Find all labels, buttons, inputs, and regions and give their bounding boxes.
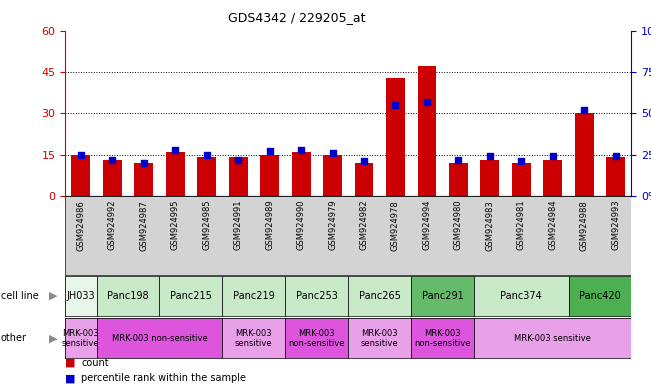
Bar xyxy=(292,152,311,196)
Text: Panc265: Panc265 xyxy=(359,291,400,301)
Point xyxy=(233,156,243,162)
Text: GSM924990: GSM924990 xyxy=(297,200,305,250)
Point xyxy=(139,160,149,166)
Bar xyxy=(355,163,374,196)
Bar xyxy=(348,318,411,358)
Point xyxy=(516,158,527,164)
Text: Panc198: Panc198 xyxy=(107,291,149,301)
Bar xyxy=(474,276,568,316)
Point xyxy=(107,156,118,162)
Text: MRK-003
non-sensitive: MRK-003 non-sensitive xyxy=(415,329,471,348)
Point xyxy=(390,102,400,108)
Bar xyxy=(348,276,411,316)
Text: GSM924991: GSM924991 xyxy=(234,200,243,250)
Text: MRK-003
sensitive: MRK-003 sensitive xyxy=(235,329,273,348)
Point xyxy=(76,152,86,158)
Point xyxy=(359,158,369,164)
Text: GSM924987: GSM924987 xyxy=(139,200,148,250)
Text: cell line: cell line xyxy=(1,291,38,301)
Text: GSM924994: GSM924994 xyxy=(422,200,432,250)
Bar xyxy=(65,276,96,316)
Point xyxy=(547,153,558,159)
Text: ■: ■ xyxy=(65,358,76,368)
Bar xyxy=(417,66,436,196)
Text: MRK-003 sensitive: MRK-003 sensitive xyxy=(514,334,591,343)
Text: GSM924989: GSM924989 xyxy=(265,200,274,250)
Text: MRK-003
non-sensitive: MRK-003 non-sensitive xyxy=(288,329,345,348)
Bar xyxy=(480,160,499,196)
Text: GSM924983: GSM924983 xyxy=(486,200,494,250)
Text: Panc374: Panc374 xyxy=(501,291,542,301)
Text: Panc219: Panc219 xyxy=(233,291,275,301)
Point xyxy=(202,152,212,158)
Bar xyxy=(411,276,474,316)
Text: GDS4342 / 229205_at: GDS4342 / 229205_at xyxy=(228,12,365,25)
Text: Panc291: Panc291 xyxy=(422,291,464,301)
Bar xyxy=(323,155,342,196)
Bar xyxy=(411,318,474,358)
Text: GSM924978: GSM924978 xyxy=(391,200,400,250)
Bar xyxy=(575,113,594,196)
Point xyxy=(327,150,338,156)
Text: GSM924993: GSM924993 xyxy=(611,200,620,250)
Bar xyxy=(134,163,153,196)
Bar xyxy=(223,318,285,358)
Bar xyxy=(568,276,631,316)
Text: GSM924986: GSM924986 xyxy=(76,200,85,250)
Text: ■: ■ xyxy=(65,373,76,383)
Text: Panc253: Panc253 xyxy=(296,291,338,301)
Text: GSM924984: GSM924984 xyxy=(548,200,557,250)
Bar xyxy=(285,318,348,358)
Text: MRK-003 non-sensitive: MRK-003 non-sensitive xyxy=(111,334,208,343)
Bar xyxy=(512,163,531,196)
Point xyxy=(453,156,464,162)
Text: GSM924992: GSM924992 xyxy=(108,200,117,250)
Text: MRK-003
sensitive: MRK-003 sensitive xyxy=(361,329,398,348)
Text: count: count xyxy=(81,358,109,368)
Bar xyxy=(544,160,562,196)
Text: GSM924980: GSM924980 xyxy=(454,200,463,250)
Bar xyxy=(197,157,216,196)
Point xyxy=(611,153,621,159)
Text: MRK-003
sensitive: MRK-003 sensitive xyxy=(62,329,100,348)
Bar xyxy=(606,157,625,196)
Bar xyxy=(285,276,348,316)
Text: JH033: JH033 xyxy=(66,291,95,301)
Text: GSM924979: GSM924979 xyxy=(328,200,337,250)
Bar xyxy=(223,276,285,316)
Bar xyxy=(166,152,185,196)
Text: Panc215: Panc215 xyxy=(170,291,212,301)
Bar xyxy=(103,160,122,196)
Text: GSM924995: GSM924995 xyxy=(171,200,180,250)
Bar xyxy=(260,155,279,196)
Text: GSM924982: GSM924982 xyxy=(359,200,368,250)
Bar xyxy=(386,78,405,196)
Bar xyxy=(72,155,90,196)
Text: ▶: ▶ xyxy=(49,333,58,343)
Point xyxy=(579,107,590,113)
Text: other: other xyxy=(1,333,27,343)
Text: GSM924985: GSM924985 xyxy=(202,200,211,250)
Bar xyxy=(474,318,631,358)
Text: GSM924981: GSM924981 xyxy=(517,200,526,250)
Point xyxy=(264,148,275,154)
Bar xyxy=(229,157,247,196)
Point xyxy=(170,147,180,153)
Text: Panc420: Panc420 xyxy=(579,291,621,301)
Point xyxy=(422,99,432,105)
Bar xyxy=(159,276,223,316)
Text: percentile rank within the sample: percentile rank within the sample xyxy=(81,373,246,383)
Bar xyxy=(65,318,96,358)
Text: GSM924988: GSM924988 xyxy=(580,200,589,250)
Point xyxy=(484,153,495,159)
Bar xyxy=(96,318,223,358)
Text: ▶: ▶ xyxy=(49,291,58,301)
Bar xyxy=(96,276,159,316)
Bar xyxy=(449,163,468,196)
Point xyxy=(296,147,306,153)
